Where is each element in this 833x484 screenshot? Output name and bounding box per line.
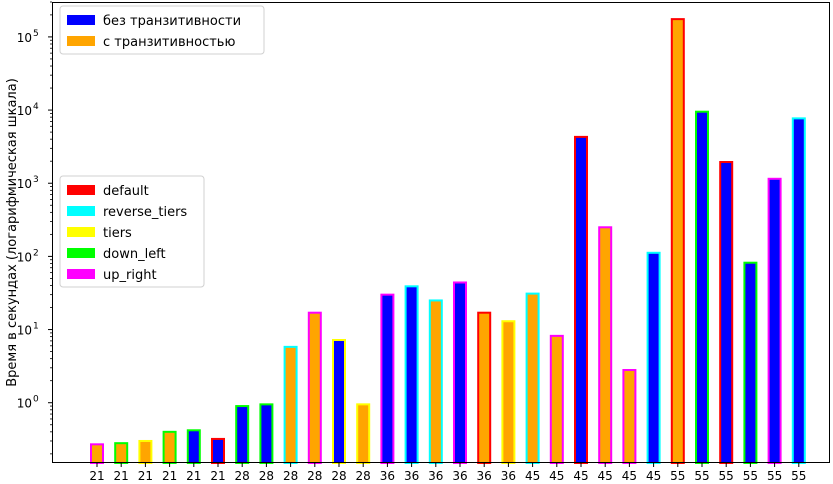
x-tick-label-10: 28 [331,469,346,483]
x-tick-label-7: 28 [259,469,274,483]
bar-10 [332,338,346,464]
bar-27 [743,261,758,464]
x-tick-label-19: 45 [549,469,564,483]
x-tick-label-17: 36 [501,469,516,483]
x-tick-label-6: 28 [235,469,250,483]
x-tick-label-14: 36 [428,469,443,483]
edge-legend-label-3: down_left [103,247,166,262]
bar-21 [598,226,613,464]
bar-25 [695,110,709,464]
x-tick-label-5: 21 [210,469,225,483]
bar-19 [549,334,564,464]
x-tick-label-23: 45 [646,469,661,483]
plot-frame [52,2,830,463]
bar-1 [114,442,129,464]
x-tick-label-2: 21 [138,469,153,483]
y-tick-label-0: 10 [17,397,32,411]
bar-13 [404,285,419,465]
edge-legend-label-1: reverse_tiers [103,205,187,220]
x-tick-label-9: 28 [307,469,322,483]
edge-legend-swatch-3 [67,248,95,258]
bar-29 [791,117,806,465]
bar-12 [380,293,395,464]
y-tick-label-5: 10 [17,31,32,45]
edge-legend-swatch-4 [67,269,95,279]
bar-24 [670,18,685,464]
edge-legend-swatch-1 [67,206,95,216]
x-tick-label-16: 36 [477,469,492,483]
y-tick-label-1: 10 [17,324,32,338]
fill-legend-swatch-0 [67,15,95,25]
y-axis-label: Время в секундах (логарифмическая шкала) [5,78,20,387]
x-tick-label-8: 28 [283,469,298,483]
x-tick-label-28: 55 [767,469,782,483]
x-tick-label-1: 21 [114,469,129,483]
fill-legend-label-1: с транзитивностью [103,35,235,50]
edge-legend-swatch-2 [67,227,95,237]
y-tick-exponent-0: 0 [33,395,39,405]
x-tick-label-27: 55 [743,469,758,483]
x-ticks: 21 21 21 21 21 21 28 28 28 28 28 28 36 36 36 36 36 36 45 45… [89,463,806,483]
bar-14 [428,299,443,464]
bar-7 [259,403,274,465]
bar-11 [356,403,371,465]
bar-4 [186,429,201,464]
bar-15 [453,281,467,464]
y-tick-exponent-1: 1 [33,322,39,332]
x-tick-label-0: 21 [89,469,104,483]
x-tick-label-29: 55 [791,469,806,483]
bar-8 [283,345,298,464]
x-tick-label-4: 21 [186,469,201,483]
bar-5 [211,437,225,465]
x-tick-label-15: 36 [452,469,467,483]
bar-18 [525,292,540,464]
bar-17 [501,320,516,464]
y-tick-label-3: 10 [17,177,32,191]
edge-legend-label-4: up_right [103,268,157,283]
edge-legend-swatch-0 [67,185,95,195]
x-tick-label-18: 45 [525,469,540,483]
y-tick-label-2: 10 [17,250,32,264]
edge-legend-label-2: tiers [103,226,132,241]
bar-28 [767,177,782,464]
x-tick-label-3: 21 [162,469,177,483]
bar-2 [138,439,153,465]
bars-group [90,18,806,465]
x-tick-label-25: 55 [694,469,709,483]
y-tick-label-4: 10 [17,104,32,118]
fill-legend-label-0: без транзитивности [103,14,241,29]
fill-legend-frame [59,5,265,55]
bar-22 [622,369,637,465]
bar-16 [477,311,492,464]
x-tick-label-11: 28 [356,469,371,483]
edge-legend-label-0: default [103,184,149,199]
x-tick-label-12: 36 [380,469,395,483]
bar-9 [307,311,322,464]
x-tick-label-20: 45 [573,469,588,483]
bar-0 [90,443,104,464]
x-tick-label-24: 55 [670,469,685,483]
edge-legend-frame [59,175,205,288]
x-tick-label-26: 55 [719,469,734,483]
x-tick-label-22: 45 [622,469,637,483]
y-tick-exponent-3: 3 [33,175,39,185]
y-tick-exponent-2: 2 [33,248,39,258]
bar-3 [162,430,177,464]
x-tick-label-21: 45 [598,469,613,483]
y-tick-exponent-4: 4 [33,102,39,112]
x-tick-label-13: 36 [404,469,419,483]
bar-23 [646,251,661,464]
fill-legend-swatch-1 [67,36,95,46]
fill-legend: без транзитивности с транзитивностью [59,5,265,55]
bar-6 [235,405,250,464]
y-tick-exponent-5: 5 [33,29,39,39]
bar-26 [719,161,734,464]
bar-20 [574,135,588,464]
